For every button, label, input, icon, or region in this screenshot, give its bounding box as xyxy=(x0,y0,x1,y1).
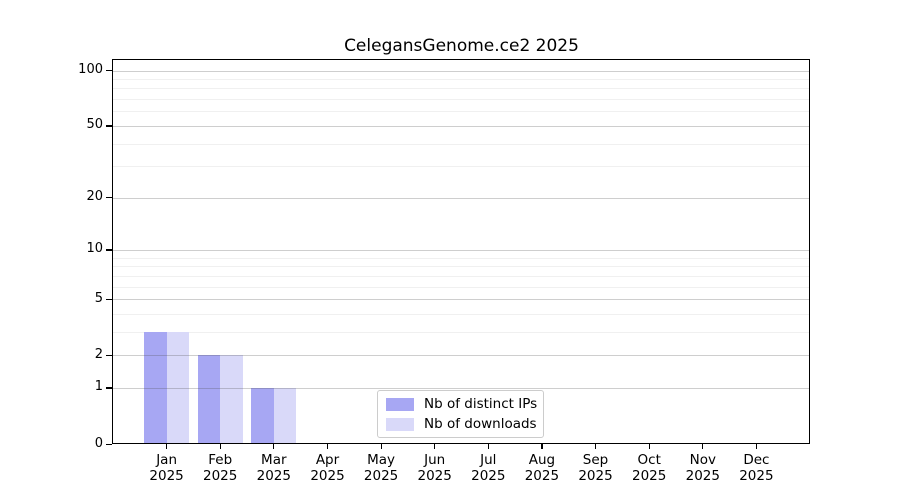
minor-gridline xyxy=(113,275,810,277)
x-tick-mark-aug xyxy=(541,444,543,449)
x-tick-month: Dec xyxy=(743,452,770,468)
x-tick-mark-may xyxy=(380,444,382,449)
x-tick-month: Jan xyxy=(156,452,177,468)
x-tick-year: 2025 xyxy=(632,468,667,484)
plot-area xyxy=(112,59,810,444)
x-tick-year: 2025 xyxy=(203,468,238,484)
minor-gridline xyxy=(113,143,810,145)
x-tick-label-apr: Apr 2025 xyxy=(300,452,356,484)
x-tick-year: 2025 xyxy=(524,468,560,484)
legend-label-downloads: Nb of downloads xyxy=(424,416,537,432)
x-tick-label-jan: Jan 2025 xyxy=(139,452,195,484)
bar-jan-ips xyxy=(144,331,167,444)
major-gridline-50 xyxy=(113,125,810,127)
minor-gridline xyxy=(113,313,810,315)
x-tick-mark-dec xyxy=(755,444,758,449)
x-tick-label-oct: Oct 2025 xyxy=(621,452,677,484)
x-tick-year: 2025 xyxy=(417,468,452,484)
x-tick-year: 2025 xyxy=(256,468,291,484)
x-tick-year: 2025 xyxy=(149,468,184,484)
x-tick-month: Oct xyxy=(637,452,661,468)
y-tick-mark-2 xyxy=(106,354,112,356)
x-tick-label-jul: Jul 2025 xyxy=(460,452,516,484)
x-tick-month: Feb xyxy=(208,452,233,468)
x-tick-mark-sep xyxy=(594,444,597,449)
y-tick-mark-5 xyxy=(106,298,112,300)
x-tick-month: Jul xyxy=(480,452,497,468)
y-tick-label-100: 100 xyxy=(78,62,103,77)
legend-swatch-distinct-ips xyxy=(386,397,414,411)
minor-gridline xyxy=(113,88,810,90)
x-tick-mark-nov xyxy=(702,444,704,449)
y-tick-mark-10 xyxy=(106,249,112,251)
major-gridline-20 xyxy=(113,197,810,199)
x-tick-year: 2025 xyxy=(685,468,720,484)
minor-gridline xyxy=(113,166,810,168)
x-tick-label-may: May 2025 xyxy=(353,452,409,484)
x-tick-label-mar: Mar 2025 xyxy=(246,452,302,484)
minor-gridline xyxy=(113,257,810,259)
legend: Nb of distinct IPs Nb of downloads xyxy=(377,390,544,438)
x-tick-month: Mar xyxy=(261,452,287,468)
minor-gridline xyxy=(113,111,810,113)
bar-mar-ips xyxy=(251,387,274,444)
x-tick-month: Nov xyxy=(689,452,716,468)
x-tick-year: 2025 xyxy=(578,468,613,484)
y-tick-label-20: 20 xyxy=(86,189,103,205)
x-tick-month: May xyxy=(367,452,396,468)
x-tick-label-sep: Sep 2025 xyxy=(568,452,624,484)
minor-gridline xyxy=(113,286,810,288)
x-tick-label-nov: Nov 2025 xyxy=(675,452,731,484)
minor-gridline xyxy=(113,78,810,80)
legend-item-downloads: Nb of downloads xyxy=(378,415,543,433)
y-tick-mark-20 xyxy=(106,197,112,199)
bar-jan-downloads xyxy=(166,331,190,444)
minor-gridline xyxy=(113,99,810,100)
x-tick-mark-apr xyxy=(326,444,329,449)
minor-gridline xyxy=(113,266,810,268)
x-tick-month: Apr xyxy=(315,452,340,468)
x-tick-year: 2025 xyxy=(310,468,345,484)
y-tick-label-50: 50 xyxy=(86,117,103,133)
bar-mar-downloads xyxy=(273,387,297,444)
x-tick-mark-oct xyxy=(648,444,650,449)
x-tick-month: Jun xyxy=(424,452,446,468)
x-tick-label-jun: Jun 2025 xyxy=(407,452,463,484)
y-tick-label-2: 2 xyxy=(94,346,103,362)
x-tick-label-feb: Feb 2025 xyxy=(192,452,248,484)
major-gridline-5 xyxy=(113,299,810,300)
major-gridline-1 xyxy=(113,387,810,389)
x-tick-label-dec: Dec 2025 xyxy=(728,452,784,484)
x-tick-mark-jan xyxy=(166,444,168,449)
y-tick-mark-0 xyxy=(106,443,112,445)
major-gridline-2 xyxy=(113,355,810,357)
y-tick-label-5: 5 xyxy=(94,290,103,306)
x-tick-label-aug: Aug 2025 xyxy=(514,452,570,484)
x-tick-month: Aug xyxy=(528,452,556,468)
x-tick-year: 2025 xyxy=(739,468,774,484)
y-tick-label-10: 10 xyxy=(86,241,103,257)
legend-label-distinct-ips: Nb of distinct IPs xyxy=(424,396,538,412)
legend-item-distinct-ips: Nb of distinct IPs xyxy=(378,395,543,413)
y-tick-mark-50 xyxy=(106,125,112,127)
x-tick-year: 2025 xyxy=(471,468,506,484)
x-tick-year: 2025 xyxy=(363,468,399,484)
x-tick-mark-mar xyxy=(273,444,275,449)
chart-title: CelegansGenome.ce2 2025 xyxy=(344,36,579,56)
minor-gridline xyxy=(113,331,810,333)
legend-swatch-downloads xyxy=(386,417,414,431)
major-gridline-100 xyxy=(113,70,810,72)
x-tick-mark-jun xyxy=(434,444,436,449)
y-tick-mark-100 xyxy=(106,70,112,72)
bar-feb-downloads xyxy=(220,355,243,444)
y-tick-label-0: 0 xyxy=(94,435,103,451)
x-tick-mark-jul xyxy=(487,444,489,449)
bar-feb-ips xyxy=(197,355,221,444)
y-tick-mark-1 xyxy=(106,387,112,389)
x-tick-mark-feb xyxy=(219,444,221,449)
x-tick-month: Sep xyxy=(582,452,609,468)
y-tick-label-1: 1 xyxy=(94,379,103,395)
major-gridline-10 xyxy=(113,249,810,251)
